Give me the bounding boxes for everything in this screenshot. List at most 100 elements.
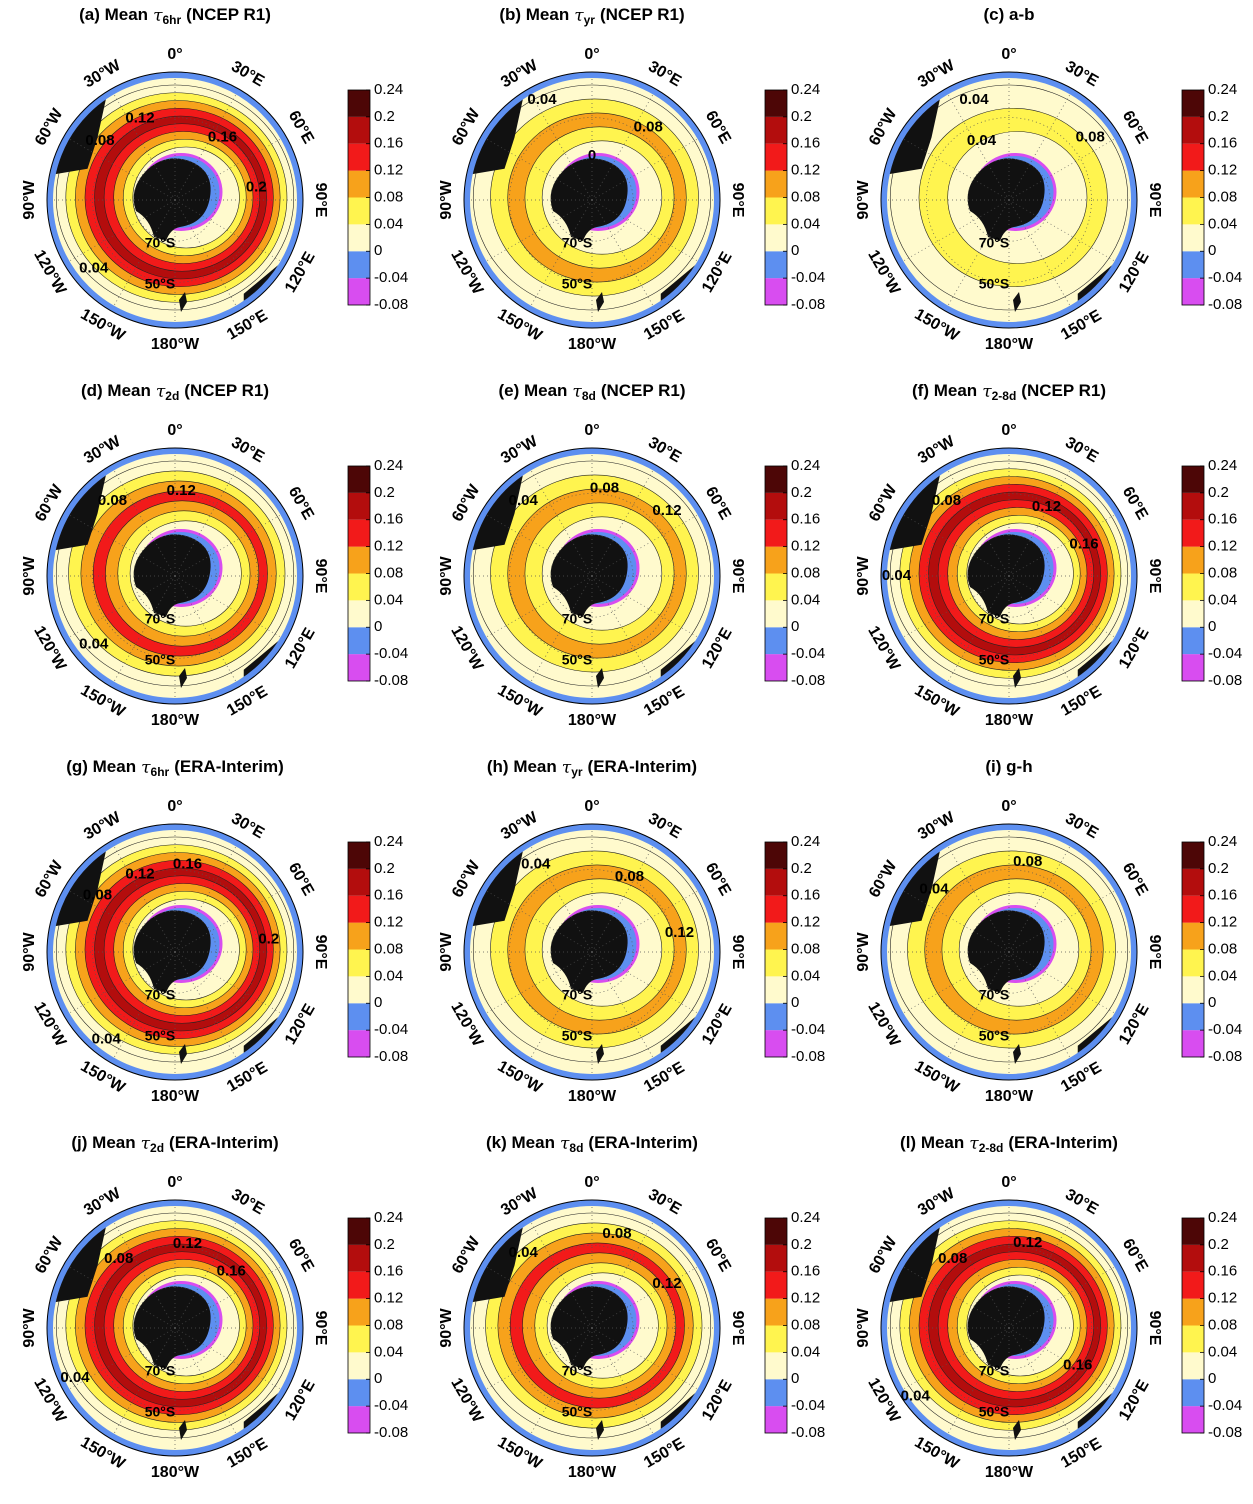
meridian xyxy=(112,467,176,577)
longitude-label: 90°E xyxy=(729,183,746,218)
latitude-circle xyxy=(967,1286,1051,1370)
title-text: (g) Mean xyxy=(66,757,136,776)
map xyxy=(50,827,300,1077)
colorbar-band xyxy=(348,90,370,117)
meridian xyxy=(174,199,284,263)
new-zealand xyxy=(596,668,604,688)
colorbar-tick-label: -0.08 xyxy=(374,1048,408,1065)
title-text: (k) Mean xyxy=(486,1133,555,1152)
colorbar-band xyxy=(348,573,370,601)
colorbar-tick-label: 0.24 xyxy=(791,833,820,850)
meridian xyxy=(1008,1219,1072,1329)
colorbar-tick-label: -0.08 xyxy=(791,1048,825,1065)
antarctica xyxy=(967,534,1045,617)
latitude-label: 50°S xyxy=(979,276,1010,292)
colorbar-band xyxy=(765,600,787,628)
colorbar-tick-label: 0.16 xyxy=(1208,135,1237,152)
new-zealand xyxy=(179,668,187,688)
colorbar-band xyxy=(765,546,787,574)
colorbar-band xyxy=(348,278,370,305)
longitude-label: 90°W xyxy=(438,555,455,595)
contour-label: 0.04 xyxy=(919,880,949,897)
longitude-label: 90°W xyxy=(21,1307,38,1347)
longitude-label: 90°W xyxy=(855,555,872,595)
colorbar-tick-label: -0.08 xyxy=(791,1424,825,1441)
contour-label: 0.12 xyxy=(167,482,196,499)
meridian xyxy=(1008,889,1118,953)
meridian xyxy=(1008,513,1118,577)
colorbar-band xyxy=(348,1030,370,1057)
contour-label: 0.16 xyxy=(173,855,202,872)
longitude-label: 60°E xyxy=(702,108,734,147)
meridian xyxy=(946,199,1010,309)
colorbar-tick-label: 0.08 xyxy=(374,940,403,957)
title-symbol: τ xyxy=(560,1134,570,1154)
longitude-label: 90°W xyxy=(438,179,455,219)
colorbar-band xyxy=(348,949,370,977)
colorbar-tick-label: 0.04 xyxy=(1208,1343,1237,1360)
colorbar-band xyxy=(765,116,787,144)
colorbar-tick-label: 0.04 xyxy=(1208,591,1237,608)
meridian xyxy=(591,467,655,577)
latitude-label: 50°S xyxy=(145,652,176,668)
colorbar-tick-label: 0.16 xyxy=(374,135,403,152)
colorbar-band xyxy=(348,1352,370,1380)
latitude-label: 70°S xyxy=(145,1362,176,1378)
meridian xyxy=(174,951,238,1061)
colorbar-tick-label: 0.24 xyxy=(791,1209,820,1226)
latitude-circle xyxy=(550,534,634,618)
title-source: (ERA-Interim) xyxy=(169,1133,279,1152)
antarctica xyxy=(550,910,628,993)
latitude-label: 70°S xyxy=(145,610,176,626)
meridian xyxy=(946,1327,1010,1437)
colorbar-band xyxy=(348,170,370,198)
meridian xyxy=(66,575,176,639)
colorbar-band xyxy=(1182,976,1204,1004)
colorbar-tick-label: 0.04 xyxy=(374,967,403,984)
panel-title: (f) Mean τ2-8d (NCEP R1) xyxy=(912,381,1106,403)
panel: (d) Mean τ2d (NCEP R1) 70°S 50°S 0° 30°E 60°E 90… xyxy=(21,381,408,729)
meridian xyxy=(1008,843,1072,953)
latitude-circle xyxy=(550,910,634,994)
map xyxy=(50,75,300,325)
map-rim xyxy=(881,72,1137,328)
colorbar-band xyxy=(1182,224,1204,252)
latitude-circle xyxy=(92,117,258,283)
meridian xyxy=(900,137,1010,201)
antarctica xyxy=(550,158,628,241)
title-text: (c) a-b xyxy=(984,5,1035,24)
meridian xyxy=(174,513,284,577)
contour-label: 0.04 xyxy=(967,132,997,149)
colorbar-band xyxy=(1182,251,1204,279)
latitude-label: 70°S xyxy=(562,1362,593,1378)
latitude-label: 50°S xyxy=(145,1404,176,1420)
meridian xyxy=(529,467,593,577)
title-text: (f) Mean xyxy=(912,381,977,400)
colorbar-tick-label: 0 xyxy=(1208,994,1216,1011)
colorbar-tick-label: 0.2 xyxy=(1208,860,1229,877)
colorbar-band xyxy=(765,1352,787,1380)
new-zealand xyxy=(596,292,604,312)
contour-label: 0.12 xyxy=(125,865,154,882)
colorbar-tick-label: 0.2 xyxy=(1208,484,1229,501)
antarctica xyxy=(550,534,628,617)
colorbar-tick-label: -0.08 xyxy=(374,672,408,689)
colorbar-band xyxy=(1182,922,1204,950)
meridian xyxy=(483,1327,593,1391)
colorbar-tick-label: 0 xyxy=(791,242,799,259)
colorbar-band xyxy=(765,1271,787,1299)
latitude-label: 50°S xyxy=(979,1404,1010,1420)
colorbar-tick-label: -0.08 xyxy=(791,296,825,313)
colorbar-tick-label: 0.12 xyxy=(374,538,403,555)
contour-label: 0.16 xyxy=(208,128,237,145)
map-rim xyxy=(881,1200,1137,1456)
longitude-label: 180°W xyxy=(151,336,200,353)
colorbar-band xyxy=(348,922,370,950)
colorbar-tick-label: 0.12 xyxy=(1208,538,1237,555)
contour-label: 0.04 xyxy=(79,636,109,653)
title-text: (h) Mean xyxy=(487,757,557,776)
title-symbol: τ xyxy=(141,758,151,778)
panel-title: (e) Mean τ8d (NCEP R1) xyxy=(498,381,685,403)
longitude-label: 30°E xyxy=(645,58,684,90)
